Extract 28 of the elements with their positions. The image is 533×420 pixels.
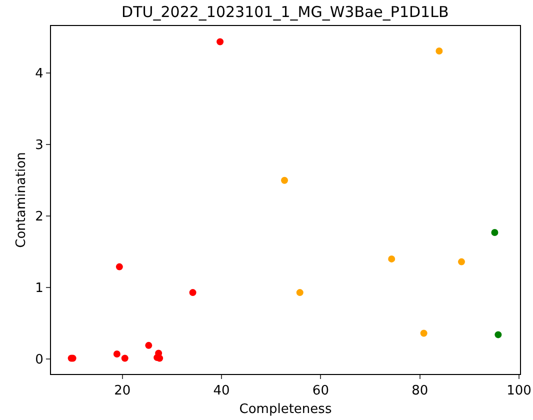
x-tick-label: 20	[114, 384, 131, 399]
chart-title: DTU_2022_1023101_1_MG_W3Bae_P1D1LB	[122, 2, 449, 21]
y-tick-label: 0	[35, 352, 44, 368]
x-axis-title: Completeness	[239, 402, 332, 418]
point	[113, 350, 120, 358]
y-tick-label: 1	[35, 281, 44, 296]
point	[145, 342, 152, 349]
point	[296, 289, 304, 296]
point	[491, 229, 498, 236]
point	[388, 255, 396, 262]
point	[420, 330, 428, 337]
y-tick-label: 4	[35, 66, 44, 82]
point	[116, 263, 123, 270]
point	[458, 258, 465, 266]
point	[156, 354, 164, 362]
x-tick-label: 40	[213, 384, 230, 399]
point	[436, 48, 443, 55]
x-tick-label: 80	[412, 384, 428, 399]
y-axis-title: Contamination	[14, 152, 30, 248]
point	[216, 38, 224, 46]
y-tick-label: 2	[35, 210, 44, 225]
point	[189, 289, 196, 296]
point	[281, 176, 288, 184]
point	[494, 331, 502, 338]
x-tick-label: 60	[312, 384, 329, 399]
x-tick-label: 100	[506, 384, 532, 399]
y-tick-label: 3	[35, 138, 44, 154]
point	[121, 354, 128, 362]
